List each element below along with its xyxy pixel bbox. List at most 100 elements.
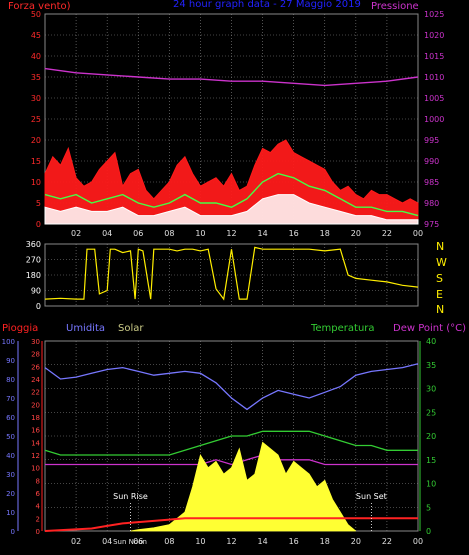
rain-tick-label: 6 (36, 490, 41, 498)
y-tick-label: 360 (26, 240, 41, 249)
x-tick-label: 00 (413, 537, 423, 546)
y-right-tick-label: 1020 (424, 31, 444, 40)
y-tick-label: 40 (31, 52, 41, 61)
temperature-tick-label: 5 (426, 503, 431, 512)
weather-panel: Pioggia Umidita Solar Temperatura Dew Po… (2, 323, 466, 546)
y-right-tick-label: 990 (424, 157, 439, 166)
temperature-tick-label: 10 (426, 480, 436, 489)
y-tick-label: 270 (26, 256, 41, 265)
rain-tick-label: 30 (31, 338, 40, 346)
rain-tick-label: 14 (31, 439, 40, 447)
rain-tick-label: 26 (31, 363, 40, 371)
sun-set-marker-label: Sun Set (356, 492, 387, 501)
temperature-tick-label: 0 (426, 527, 431, 536)
x-tick-label: 02 (71, 537, 81, 546)
x-tick-label: 18 (320, 537, 330, 546)
humidity-tick-label: 0 (11, 528, 15, 536)
series-temperature (44, 430, 418, 456)
x-tick-label: 18 (320, 229, 330, 238)
humidity-tick-label: 90 (6, 357, 15, 365)
y-right-tick-label: 985 (424, 178, 439, 187)
series-humidity (44, 363, 419, 411)
y-right-tick-label: 1010 (424, 73, 444, 82)
x-tick-label: 10 (195, 537, 205, 546)
wind-axis-label: Forza vento) (8, 1, 71, 12)
y-right-tick-label: 1025 (424, 10, 444, 19)
legend-temperature: Temperatura (310, 323, 375, 334)
humidity-tick-label: 20 (6, 490, 15, 498)
rain-tick-label: 28 (31, 351, 40, 359)
y-right-tick-label: 1000 (424, 115, 444, 124)
x-tick-label: 06 (133, 229, 143, 238)
x-tick-label: 06 (133, 537, 143, 546)
x-tick-label: 08 (164, 537, 174, 546)
humidity-tick-label: 70 (6, 395, 15, 403)
y-tick-label: 180 (26, 271, 41, 280)
humidity-tick-label: 60 (6, 414, 15, 422)
x-tick-label: 14 (257, 229, 267, 238)
rain-tick-label: 20 (31, 401, 40, 409)
compass-label: S (436, 272, 443, 285)
temperature-tick-label: 15 (426, 456, 436, 465)
y-right-tick-label: 980 (424, 199, 439, 208)
compass-label: E (436, 288, 443, 301)
temperature-tick-label: 20 (426, 432, 436, 441)
y-tick-label: 25 (31, 115, 41, 124)
rain-tick-label: 22 (31, 389, 40, 397)
compass-label: W (436, 256, 447, 269)
rain-tick-label: 2 (36, 515, 40, 523)
y-tick-label: 45 (31, 31, 41, 40)
y-tick-label: 30 (31, 94, 41, 103)
legend-dew-point: Dew Point (°C) (393, 323, 466, 334)
x-tick-label: 16 (289, 537, 299, 546)
rain-tick-label: 0 (36, 528, 40, 536)
compass-labels: N W S E N (436, 240, 447, 316)
y-right-tick-label: 1005 (424, 94, 444, 103)
rain-tick-label: 10 (31, 465, 40, 473)
y-tick-label: 20 (31, 136, 41, 145)
x-tick-label: 00 (413, 229, 423, 238)
y-tick-label: 15 (31, 157, 41, 166)
x-tick-label: 12 (226, 229, 236, 238)
x-tick-label: 14 (257, 537, 267, 546)
series-solar (130, 441, 357, 532)
temperature-tick-label: 35 (426, 361, 436, 370)
x-tick-label: 02 (71, 229, 81, 238)
y-right-tick-label: 995 (424, 136, 439, 145)
compass-label: N (436, 303, 444, 316)
temperature-tick-label: 25 (426, 408, 436, 417)
humidity-tick-label: 10 (6, 509, 15, 517)
x-tick-label: 04 (102, 229, 112, 238)
wind-pressure-panel: Forza vento) 24 hour graph data - 27 Mag… (8, 0, 444, 238)
x-tick-label: 20 (351, 537, 361, 546)
x-tick-label: 16 (289, 229, 299, 238)
rain-tick-label: 8 (36, 477, 40, 485)
rain-tick-label: 12 (31, 452, 40, 460)
chart-title: 24 hour graph data - 27 Maggio 2019 (173, 0, 361, 10)
x-tick-label: 20 (351, 229, 361, 238)
x-tick-label: 10 (195, 229, 205, 238)
y-right-tick-label: 975 (424, 220, 439, 229)
humidity-tick-label: 100 (2, 338, 15, 346)
series-pressure (44, 67, 419, 87)
y-tick-label: 5 (36, 199, 41, 208)
x-tick-label: 22 (382, 537, 392, 546)
x-tick-label: 12 (226, 537, 236, 546)
humidity-tick-label: 50 (6, 433, 15, 441)
humidity-tick-label: 80 (6, 376, 15, 384)
temperature-tick-label: 40 (426, 337, 436, 346)
y-tick-label: 10 (31, 178, 41, 187)
compass-label: N (436, 240, 444, 253)
y-tick-label: 90 (31, 287, 41, 296)
legend-humidity: Umidita (66, 323, 105, 334)
sun-rise-marker-label: Sun Rise (113, 492, 148, 501)
wind-direction-panel: 0 90 180 270 360 (26, 240, 419, 311)
x-tick-label: 22 (382, 229, 392, 238)
sun-noon-label: Sun Noon (113, 538, 147, 546)
legend-solar: Solar (118, 323, 144, 334)
series-rain (44, 517, 418, 532)
legend-rain: Pioggia (2, 323, 38, 334)
rain-tick-label: 16 (31, 427, 40, 435)
y-tick-label: 35 (31, 73, 41, 82)
